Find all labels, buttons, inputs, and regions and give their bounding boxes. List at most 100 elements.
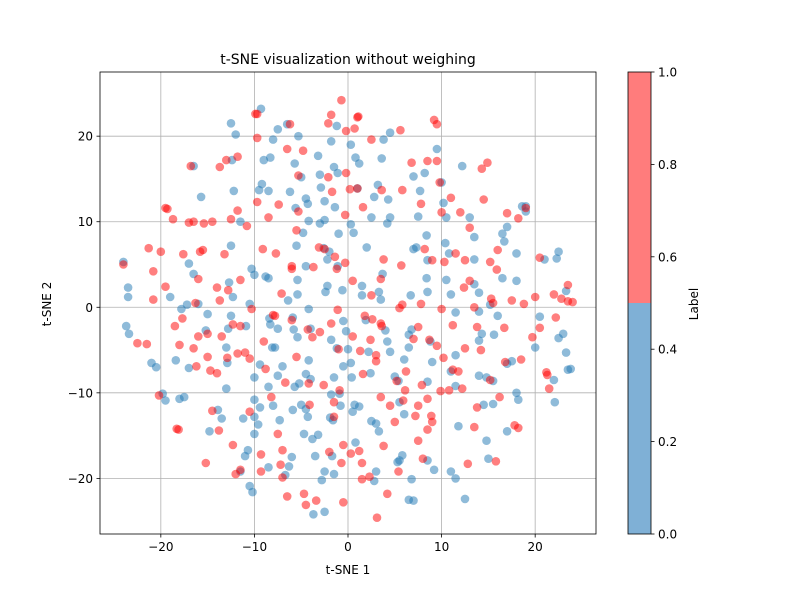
scatter-point-label-0 xyxy=(383,219,392,228)
scatter-point-label-0 xyxy=(488,399,498,409)
scatter-point-label-1 xyxy=(315,327,325,337)
scatter-point-label-0 xyxy=(460,494,470,504)
scatter-point-label-0 xyxy=(371,467,381,476)
scatter-point-label-1 xyxy=(319,380,329,390)
scatter-point-label-1 xyxy=(233,206,242,215)
scatter-point-label-1 xyxy=(217,332,226,341)
scatter-point-label-1 xyxy=(514,423,523,433)
scatter-point-label-1 xyxy=(432,119,442,129)
scatter-point-label-0 xyxy=(439,198,448,208)
scatter-point-label-0 xyxy=(231,130,240,139)
scatter-point-label-1 xyxy=(514,214,523,223)
scatter-point-label-1 xyxy=(201,458,211,468)
scatter-point-label-1 xyxy=(436,386,445,396)
scatter-point-label-0 xyxy=(298,228,308,238)
scatter-point-label-1 xyxy=(292,352,301,362)
scatter-point-label-1 xyxy=(367,135,376,144)
scatter-point-label-1 xyxy=(530,292,540,302)
scatter-point-label-0 xyxy=(482,436,491,446)
scatter-point-label-1 xyxy=(423,394,432,404)
scatter-point-label-0 xyxy=(357,291,367,300)
scatter-point-label-0 xyxy=(413,212,423,221)
x-axis-label: t-SNE 1 xyxy=(326,563,371,577)
scatter-point-label-1 xyxy=(357,474,367,484)
scatter-point-label-0 xyxy=(329,373,339,382)
y-tick-label: −10 xyxy=(68,386,93,400)
scatter-point-label-1 xyxy=(439,353,448,363)
scatter-point-label-1 xyxy=(236,465,245,475)
scatter-point-label-0 xyxy=(364,347,373,357)
scatter-point-label-1 xyxy=(485,375,495,385)
scatter-point-label-1 xyxy=(194,274,203,284)
scatter-point-label-1 xyxy=(472,403,482,412)
scatter-point-label-1 xyxy=(324,119,333,128)
y-tick-label: 0 xyxy=(85,301,93,315)
scatter-point-label-1 xyxy=(353,184,362,193)
scatter-point-label-0 xyxy=(326,335,336,345)
scatter-point-label-1 xyxy=(282,492,292,501)
scatter-point-label-0 xyxy=(250,429,259,439)
scatter-point-label-0 xyxy=(313,151,323,161)
scatter-point-label-0 xyxy=(349,228,358,238)
scatter-point-label-1 xyxy=(392,376,402,386)
scatter-point-label-0 xyxy=(293,332,302,342)
scatter-point-label-1 xyxy=(394,467,403,476)
scatter-point-label-0 xyxy=(273,324,283,334)
y-tick-label: −20 xyxy=(68,472,93,486)
scatter-point-label-0 xyxy=(123,283,133,292)
scatter-point-label-1 xyxy=(282,144,292,154)
scatter-point-label-1 xyxy=(259,337,269,346)
scatter-point-label-0 xyxy=(484,454,493,464)
scatter-point-label-0 xyxy=(415,186,425,196)
scatter-point-label-0 xyxy=(512,276,521,286)
scatter-point-label-1 xyxy=(240,348,250,357)
scatter-point-label-0 xyxy=(338,285,347,295)
scatter-point-label-1 xyxy=(340,258,350,268)
scatter-point-label-1 xyxy=(460,344,470,353)
scatter-point-label-0 xyxy=(457,161,467,171)
scatter-point-label-1 xyxy=(341,126,351,136)
scatter-point-label-0 xyxy=(228,292,238,302)
scatter-point-label-1 xyxy=(214,426,224,435)
scatter-point-label-0 xyxy=(266,153,275,162)
scatter-point-label-0 xyxy=(554,247,563,256)
scatter-point-label-0 xyxy=(310,451,320,461)
scatter-point-label-1 xyxy=(212,368,222,378)
scatter-point-label-0 xyxy=(377,154,387,163)
scatter-point-label-1 xyxy=(252,133,262,143)
scatter-point-label-1 xyxy=(379,441,388,451)
scatter-point-label-0 xyxy=(398,451,407,460)
scatter-point-label-1 xyxy=(396,125,405,135)
chart-title: t-SNE visualization without weighing xyxy=(220,52,476,68)
scatter-point-label-0 xyxy=(444,249,454,258)
scatter-point-label-1 xyxy=(398,396,408,405)
colorbar-tick-label: 1.0 xyxy=(658,66,677,80)
scatter-point-label-1 xyxy=(233,349,242,358)
scatter-point-label-1 xyxy=(535,253,545,262)
scatter-point-label-0 xyxy=(383,337,392,346)
scatter-point-label-1 xyxy=(119,260,128,269)
scatter-point-label-1 xyxy=(271,249,281,258)
scatter-point-label-1 xyxy=(440,257,449,267)
scatter-point-label-0 xyxy=(264,382,273,392)
scatter-point-label-1 xyxy=(242,221,252,231)
scatter-point-label-0 xyxy=(383,195,393,204)
scatter-point-label-1 xyxy=(252,197,262,207)
scatter-point-label-1 xyxy=(192,362,201,371)
scatter-point-label-1 xyxy=(287,315,297,325)
scatter-point-label-0 xyxy=(259,155,269,165)
scatter-point-label-1 xyxy=(500,323,509,333)
scatter-point-label-1 xyxy=(326,319,336,328)
scatter-point-label-0 xyxy=(423,287,432,297)
scatter-point-label-0 xyxy=(124,329,134,339)
scatter-point-label-0 xyxy=(226,119,236,128)
scatter-point-label-1 xyxy=(339,498,348,507)
scatter-point-label-0 xyxy=(250,270,259,280)
scatter-point-label-1 xyxy=(277,289,286,298)
x-tick-label: 20 xyxy=(528,540,543,554)
scatter-point-label-0 xyxy=(264,186,273,196)
colorbar: 0.0 0.2 0.4 0.6 0.8 1.0 xyxy=(627,66,677,542)
scatter-point-label-1 xyxy=(327,187,337,197)
scatter-point-label-0 xyxy=(320,196,329,206)
scatter-point-label-1 xyxy=(446,193,456,203)
